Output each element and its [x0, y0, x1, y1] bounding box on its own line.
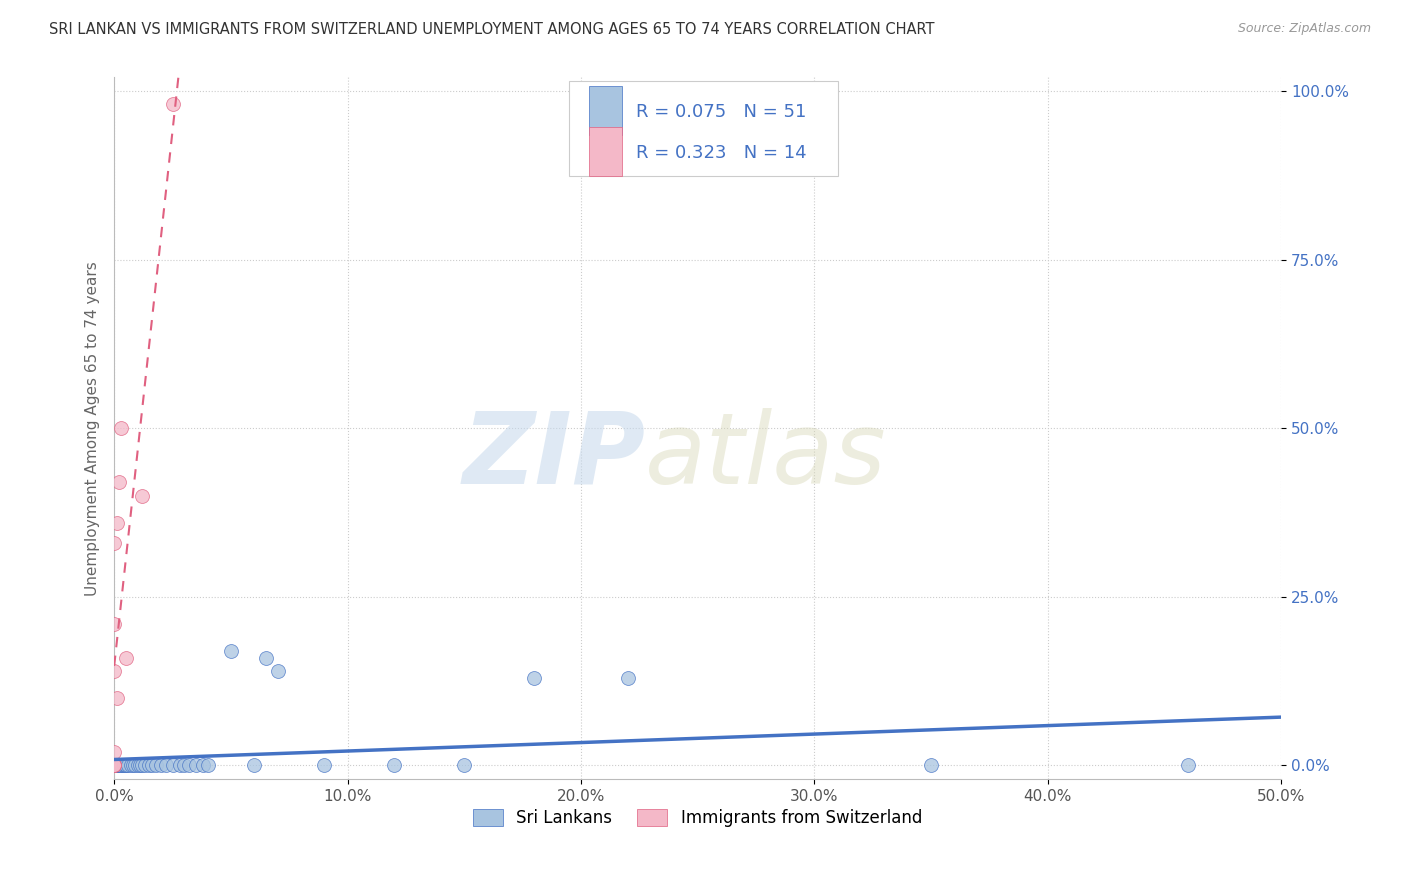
- Point: [103, 758, 125, 772]
- Point: [105, 690, 128, 705]
- Point: [110, 421, 132, 435]
- Point: [155, 758, 177, 772]
- Point: [112, 758, 135, 772]
- Point: [103, 758, 125, 772]
- Point: [243, 758, 266, 772]
- Point: [103, 758, 125, 772]
- Point: [266, 664, 288, 678]
- Point: [103, 758, 125, 772]
- Point: [382, 758, 405, 772]
- Text: atlas: atlas: [645, 408, 887, 505]
- Point: [103, 758, 125, 772]
- Point: [177, 758, 200, 772]
- Point: [124, 758, 146, 772]
- Point: [103, 758, 125, 772]
- Point: [120, 758, 142, 772]
- Point: [108, 475, 131, 490]
- Point: [131, 758, 153, 772]
- Point: [134, 758, 156, 772]
- Point: [103, 616, 125, 631]
- Point: [121, 758, 143, 772]
- Point: [105, 516, 128, 530]
- Bar: [589, 86, 621, 135]
- Point: [141, 758, 163, 772]
- Point: [103, 758, 125, 772]
- Point: [173, 758, 195, 772]
- Point: [108, 758, 131, 772]
- Point: [219, 644, 242, 658]
- Point: [103, 745, 125, 759]
- Point: [117, 758, 139, 772]
- Point: [105, 758, 128, 772]
- Point: [110, 758, 132, 772]
- Point: [197, 758, 219, 772]
- Point: [103, 664, 125, 678]
- Bar: [589, 127, 621, 176]
- FancyBboxPatch shape: [569, 81, 838, 176]
- Text: R = 0.323   N = 14: R = 0.323 N = 14: [636, 144, 807, 161]
- Point: [191, 758, 214, 772]
- Point: [108, 758, 131, 772]
- Point: [138, 758, 160, 772]
- Point: [105, 758, 128, 772]
- Point: [169, 758, 191, 772]
- Point: [920, 758, 942, 772]
- Point: [162, 97, 184, 112]
- Point: [103, 758, 125, 772]
- Point: [103, 758, 125, 772]
- Text: SRI LANKAN VS IMMIGRANTS FROM SWITZERLAND UNEMPLOYMENT AMONG AGES 65 TO 74 YEARS: SRI LANKAN VS IMMIGRANTS FROM SWITZERLAN…: [49, 22, 935, 37]
- Point: [110, 758, 132, 772]
- Point: [184, 758, 207, 772]
- Y-axis label: Unemployment Among Ages 65 to 74 years: Unemployment Among Ages 65 to 74 years: [86, 260, 100, 596]
- Point: [110, 758, 132, 772]
- Point: [115, 758, 138, 772]
- Point: [115, 650, 138, 665]
- Point: [105, 758, 128, 772]
- Point: [145, 758, 167, 772]
- Point: [1177, 758, 1199, 772]
- Point: [127, 758, 149, 772]
- Point: [128, 758, 150, 772]
- Point: [523, 671, 546, 685]
- Point: [112, 758, 135, 772]
- Point: [115, 758, 138, 772]
- Point: [162, 758, 184, 772]
- Point: [149, 758, 172, 772]
- Text: R = 0.075   N = 51: R = 0.075 N = 51: [636, 103, 806, 120]
- Point: [131, 489, 153, 503]
- Point: [103, 758, 125, 772]
- Point: [453, 758, 475, 772]
- Point: [314, 758, 336, 772]
- Point: [103, 536, 125, 550]
- Text: ZIP: ZIP: [463, 408, 645, 505]
- Text: Source: ZipAtlas.com: Source: ZipAtlas.com: [1237, 22, 1371, 36]
- Point: [103, 758, 125, 772]
- Point: [254, 650, 277, 665]
- Point: [616, 671, 638, 685]
- Legend: Sri Lankans, Immigrants from Switzerland: Sri Lankans, Immigrants from Switzerland: [467, 802, 929, 834]
